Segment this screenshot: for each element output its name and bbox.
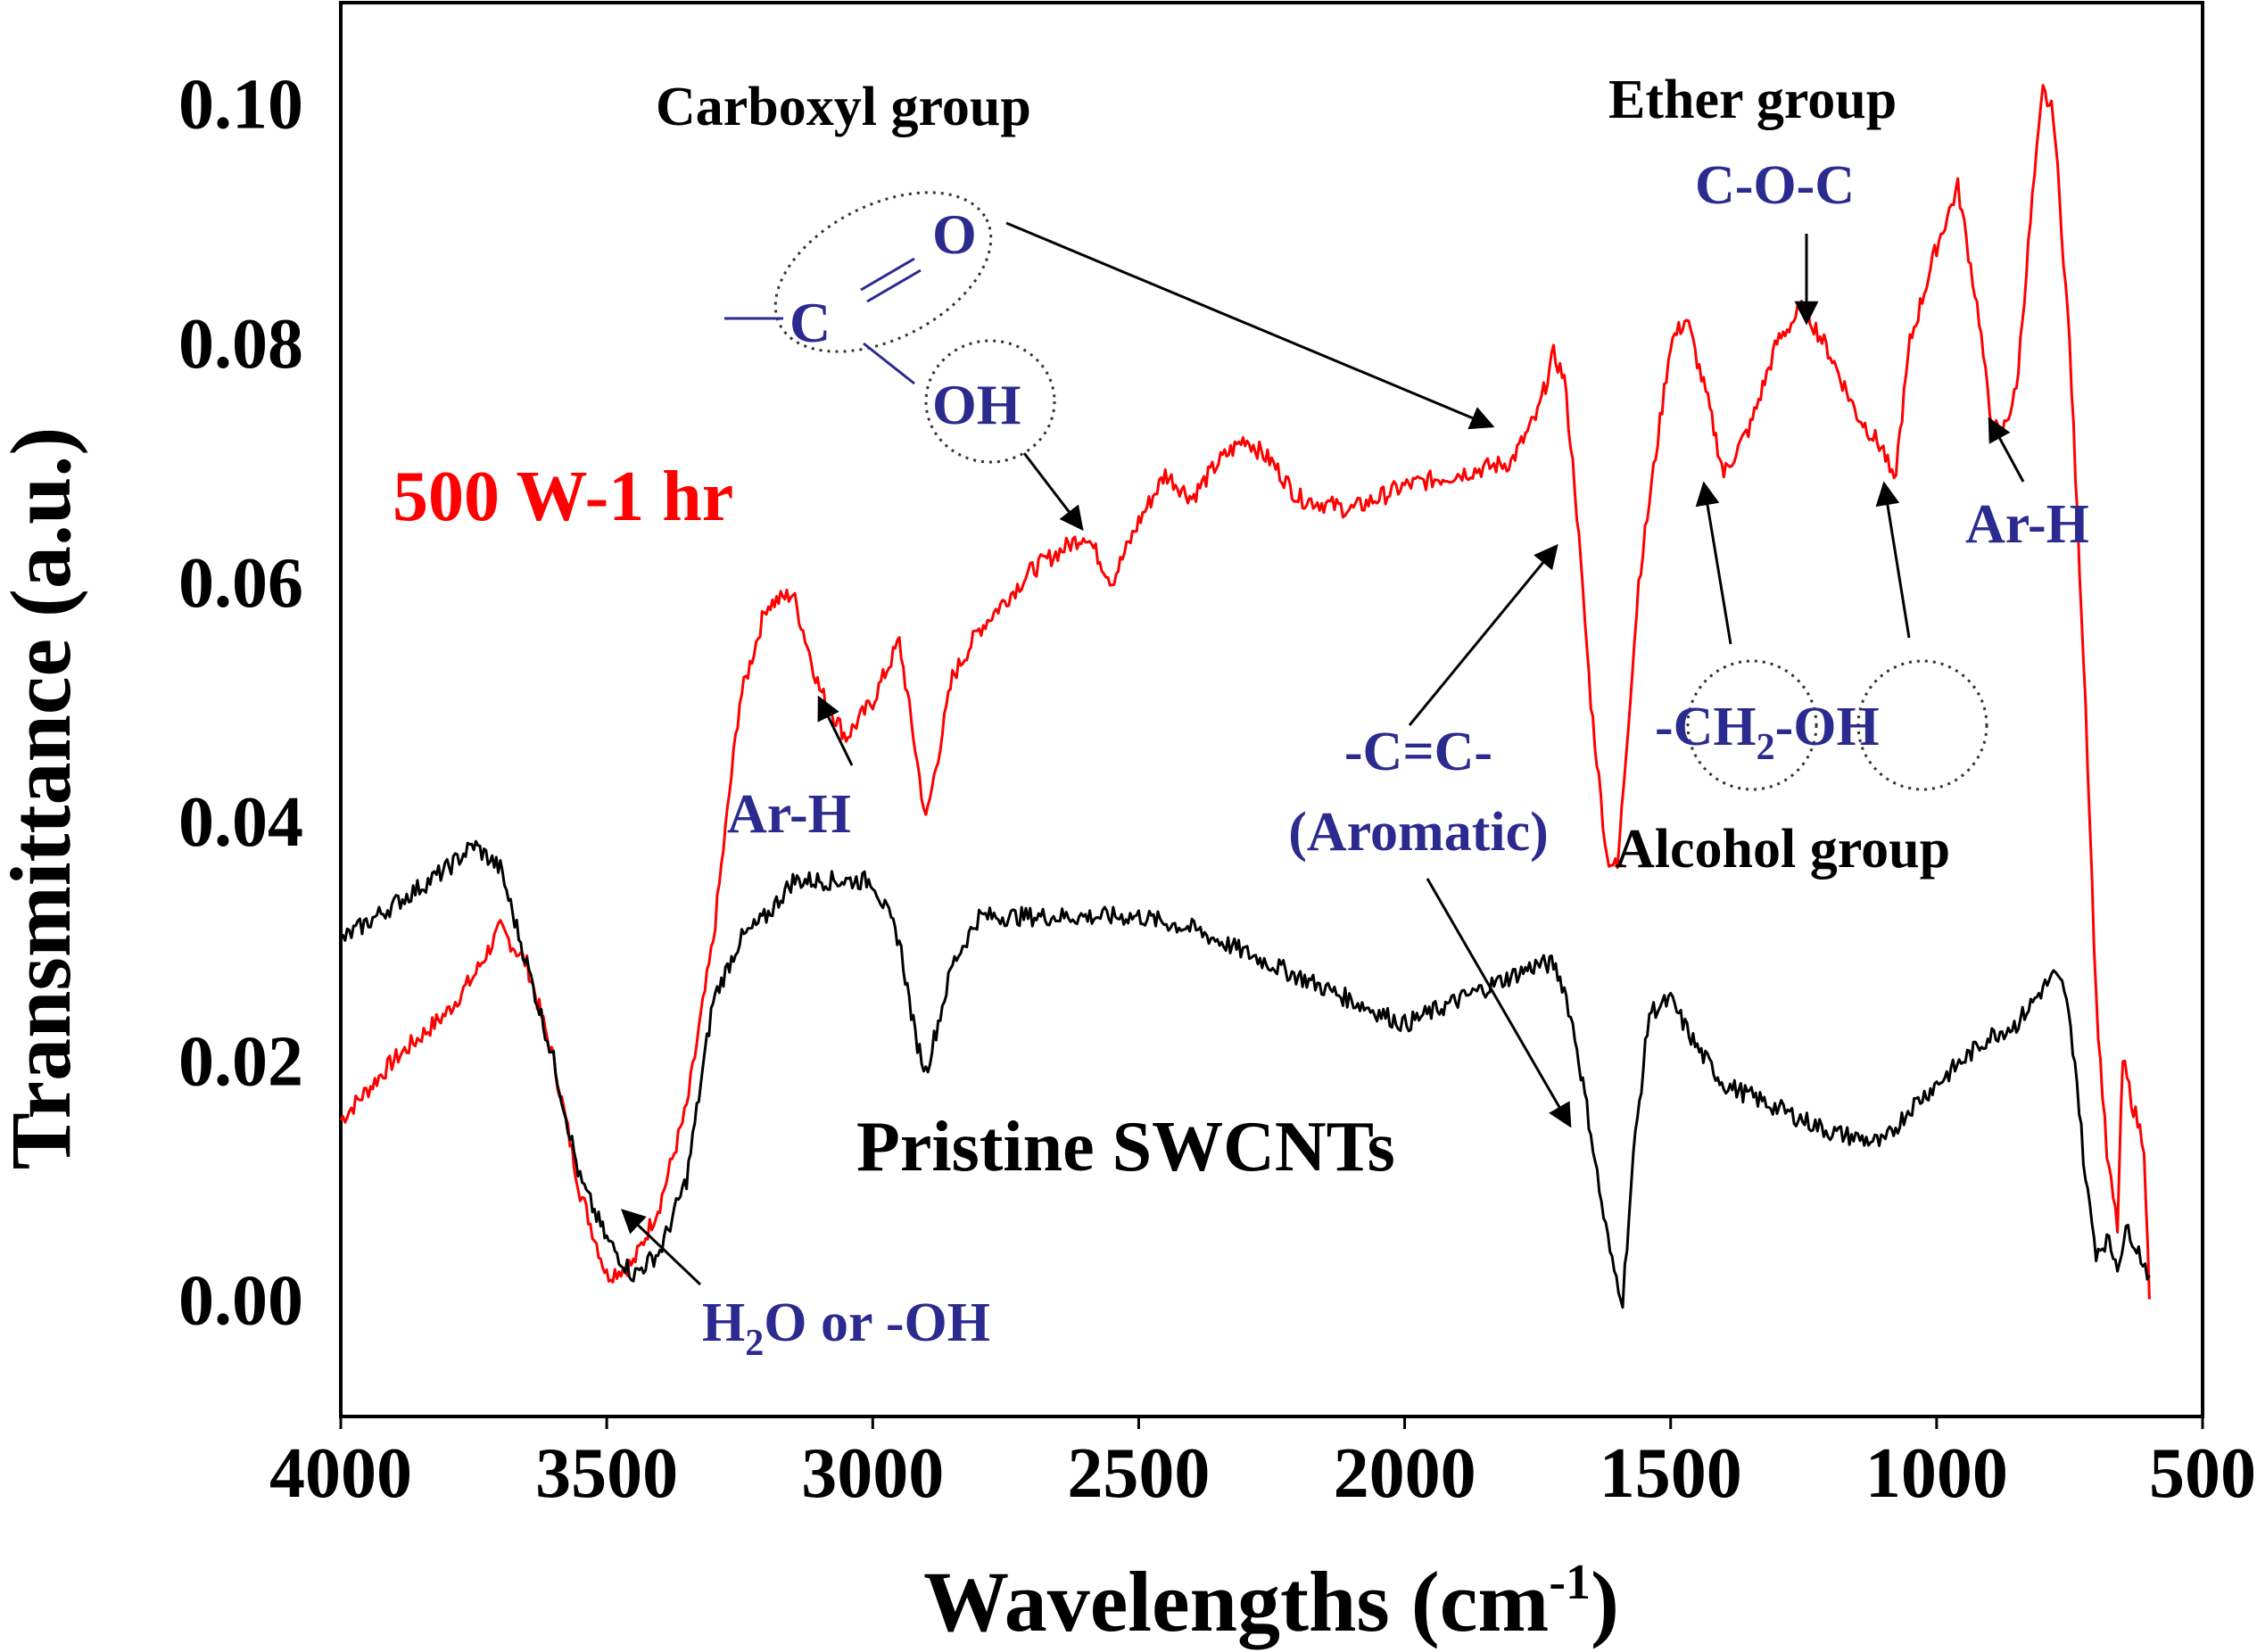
series-label-pristine: Pristine SWCNTs xyxy=(856,1108,1395,1186)
y-tick-label: 0.06 xyxy=(178,544,303,623)
y-axis-title: Transmittance (a.u.) xyxy=(0,427,88,1170)
x-tick-label: 2500 xyxy=(1067,1434,1210,1513)
x-tick-label: 500 xyxy=(2149,1434,2256,1513)
arrow-co xyxy=(1005,221,1495,430)
x-axis-title: Wavelengths (cm-1) xyxy=(923,1554,1619,1649)
arrow-ch2 xyxy=(1695,481,1732,645)
single-bond-oh xyxy=(863,342,915,385)
y-tick-label: 0.00 xyxy=(178,1262,303,1341)
y-axis-ticks: 0.00 0.02 0.04 0.06 0.08 0.10 xyxy=(178,66,303,1341)
series-label-500w: 500 W-1 hr xyxy=(393,458,733,536)
arrow-arh-right xyxy=(1988,417,2025,483)
double-bond-1 xyxy=(860,257,915,292)
series-layer xyxy=(339,84,2151,1309)
double-bond-2 xyxy=(866,268,922,303)
series-line-500w xyxy=(339,84,2151,1300)
arrow-oh xyxy=(1022,452,1084,532)
alcohol-group-label: Alcohol group xyxy=(1615,819,1950,880)
arrow-arh-left xyxy=(817,695,854,766)
arrow-ccc-up xyxy=(1408,543,1558,726)
carboxyl-o: O xyxy=(932,202,977,266)
oh-ellipse xyxy=(924,339,1056,464)
ether-group-label: Ether group xyxy=(1608,70,1897,130)
series-line-pristine xyxy=(340,839,2151,1309)
x-tick-label: 3000 xyxy=(801,1434,944,1513)
arh-left-label: Ar-H xyxy=(727,784,851,845)
h2o-label: H2O or -OH xyxy=(702,1293,990,1364)
x-tick-label: 4000 xyxy=(269,1434,412,1513)
oh2-ellipse xyxy=(1856,659,1988,791)
ch2-ellipse xyxy=(1686,659,1818,791)
y-tick-label: 0.10 xyxy=(178,66,303,145)
arrow-ccc-down xyxy=(1426,878,1572,1128)
arrow-oh2 xyxy=(1875,481,1911,639)
y-tick-label: 0.08 xyxy=(178,305,303,384)
x-axis-ticks: 4000 3500 3000 2500 2000 1500 1000 500 xyxy=(269,1417,2256,1513)
carboxyl-oh: OH xyxy=(932,373,1021,436)
arh-right-label: Ar-H xyxy=(1965,494,2089,555)
x-tick-label: 1000 xyxy=(1865,1434,2008,1513)
ch2oh-label: -CH2-OH xyxy=(1655,697,1880,768)
y-tick-label: 0.02 xyxy=(178,1022,303,1101)
y-tick-label: 0.04 xyxy=(178,783,303,862)
aromatic-label: (Aromatic) xyxy=(1288,802,1549,863)
arrow-h2o xyxy=(621,1209,702,1286)
ccc-label: -C=C- xyxy=(1344,722,1492,782)
coc-label: C-O-C xyxy=(1695,155,1855,216)
carboxyl-c: C xyxy=(790,291,831,354)
plot-frame xyxy=(339,1,2204,1418)
x-tick-label: 1500 xyxy=(1600,1434,1742,1513)
carboxyl-group-label: Carboxyl group xyxy=(656,77,1031,137)
x-tick-label: 3500 xyxy=(535,1434,678,1513)
x-tick-label: 2000 xyxy=(1334,1434,1476,1513)
